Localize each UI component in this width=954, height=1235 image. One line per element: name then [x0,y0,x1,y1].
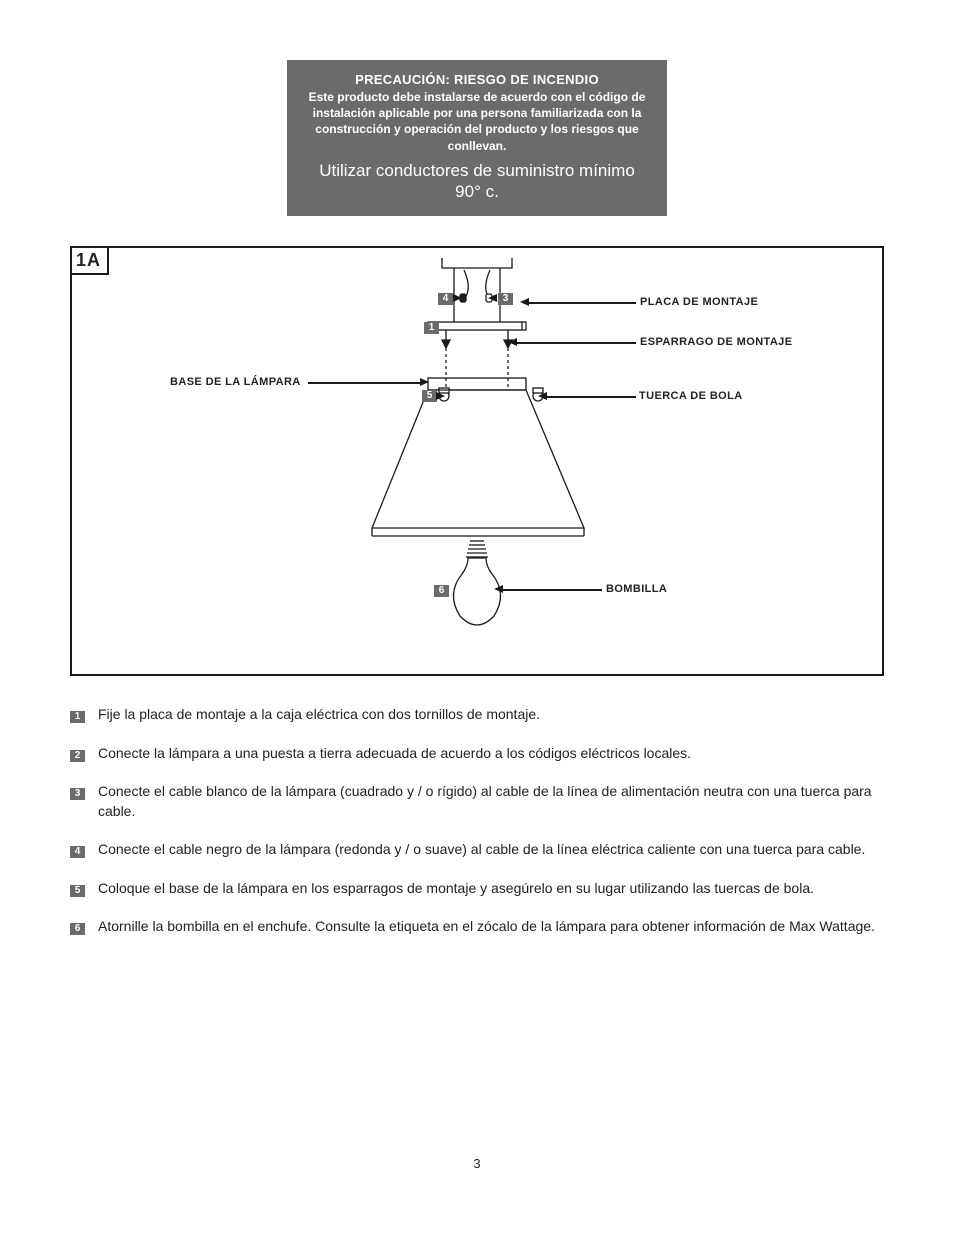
step-text-1: Fije la placa de montaje a la caja eléct… [98,704,884,724]
step-text-3: Conecte el cable blanco de la lámpara (c… [98,781,884,822]
step-badge-1: 1 [70,711,85,723]
step-text-4: Conecte el cable negro de la lámpara (re… [98,839,884,859]
step-text-6: Atornille la bombilla en el enchufe. Con… [98,916,884,936]
callout-4: 4 [438,293,453,305]
warning-footer: Utilizar conductores de suministro mínim… [305,160,649,203]
step-6: 6 Atornille la bombilla en el enchufe. C… [70,916,884,936]
label-placa-de-montaje: PLACA DE MONTAJE [640,296,758,308]
step-badge-4: 4 [70,846,85,858]
step-1: 1 Fije la placa de montaje a la caja elé… [70,704,884,724]
step-3: 3 Conecte el cable blanco de la lámpara … [70,781,884,822]
step-badge-2: 2 [70,750,85,762]
label-tuerca-de-bola: TUERCA DE BOLA [639,390,743,402]
callout-3: 3 [498,293,513,305]
step-5: 5 Coloque el base de la lámpara en los e… [70,878,884,898]
callout-6: 6 [434,585,449,597]
warning-title: PRECAUCIÓN: RIESGO DE INCENDIO [305,72,649,87]
label-bombilla: BOMBILLA [606,583,667,595]
lamp-diagram-icon [72,248,882,674]
label-base-de-la-lampara: BASE DE LA LÁMPARA [170,376,301,388]
warning-box: PRECAUCIÓN: RIESGO DE INCENDIO Este prod… [287,60,667,216]
step-text-5: Coloque el base de la lámpara en los esp… [98,878,884,898]
callout-5: 5 [422,390,437,402]
step-text-2: Conecte la lámpara a una puesta a tierra… [98,743,884,763]
step-badge-5: 5 [70,885,85,897]
step-4: 4 Conecte el cable negro de la lámpara (… [70,839,884,859]
callout-1: 1 [424,322,439,334]
step-2: 2 Conecte la lámpara a una puesta a tier… [70,743,884,763]
page-number: 3 [70,1156,884,1171]
step-badge-3: 3 [70,788,85,800]
warning-body: Este producto debe instalarse de acuerdo… [305,89,649,154]
step-badge-6: 6 [70,923,85,935]
steps-list: 1 Fije la placa de montaje a la caja elé… [70,704,884,936]
diagram-frame: 1A [70,246,884,676]
label-esparrago-de-montaje: ESPARRAGO DE MONTAJE [640,336,792,348]
